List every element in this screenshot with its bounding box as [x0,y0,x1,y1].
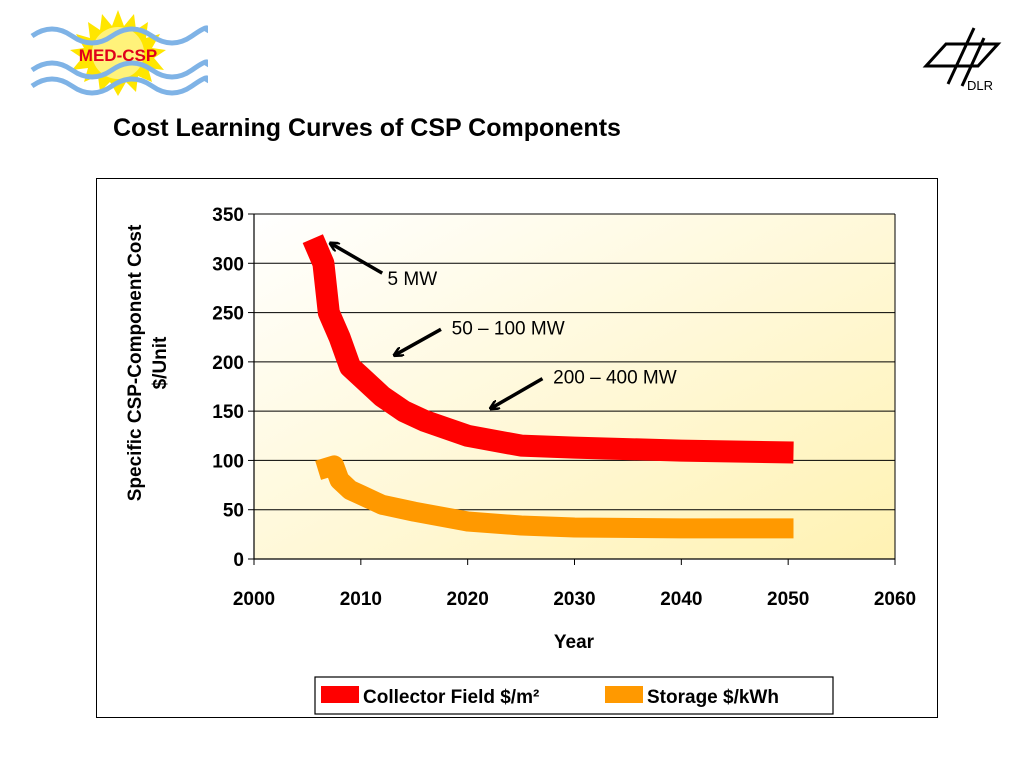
chart: 0 50 100 150 200 250 300 350 2000 2010 2020 2030 204… [125,205,916,715]
legend-swatch-storage [605,686,643,703]
dlr-emblem-icon [922,27,1002,87]
logo-left-text: MED-CSP [79,46,157,65]
legend-label-collector: Collector Field $/m² [363,687,539,708]
logo-right-text: DLR [967,78,993,93]
legend-swatch-collector [321,686,359,703]
annotation-label: 50 – 100 MW [452,318,565,339]
y-tick-label: 0 [233,550,244,571]
page-title: Cost Learning Curves of CSP Components [113,114,621,142]
annotation-label: 5 MW [388,269,438,290]
y-axis-title-line2: $/Unit [150,336,171,389]
x-tick-label: 2010 [340,589,382,610]
y-tick-label: 50 [223,501,244,522]
annotation-label: 200 – 400 MW [553,368,677,389]
x-axis-title: Year [554,632,595,653]
y-tick-label: 150 [212,402,244,423]
y-axis-title-line1: Specific CSP-Component Cost [125,224,146,501]
series-line-collector [302,234,794,464]
x-tick-label: 2050 [767,589,809,610]
annotation-arrow [491,377,544,409]
x-tick-label: 2030 [553,589,595,610]
y-tick-label: 350 [212,205,244,226]
dlr-logo: DLR [922,27,1002,93]
x-tick-label: 2060 [874,589,916,610]
chart-frame: 0 50 100 150 200 250 300 350 2000 2010 2020 2030 204… [96,178,938,718]
legend: Collector Field $/m² Storage $/kWh [314,676,834,715]
x-tick-label: 2040 [660,589,702,610]
annotations: 5 MW 50 – 100 MW 200 – 400 MW [331,244,677,409]
y-tick-label: 300 [212,254,244,275]
y-tick-label: 100 [212,451,244,472]
med-csp-logo: MED-CSP [30,10,208,96]
y-tick-label: 250 [212,304,244,325]
series-layer [302,234,794,539]
x-tick-label: 2000 [233,589,275,610]
y-tick-label: 200 [212,353,244,374]
annotation-arrow [395,327,442,355]
x-tick-label: 2020 [447,589,489,610]
annotation-arrow [331,244,384,275]
series-line-storage [315,455,794,539]
legend-label-storage: Storage $/kWh [647,687,779,708]
axes: 0 50 100 150 200 250 300 350 2000 2010 2020 2030 204… [212,205,916,610]
wave-icon [30,25,208,96]
